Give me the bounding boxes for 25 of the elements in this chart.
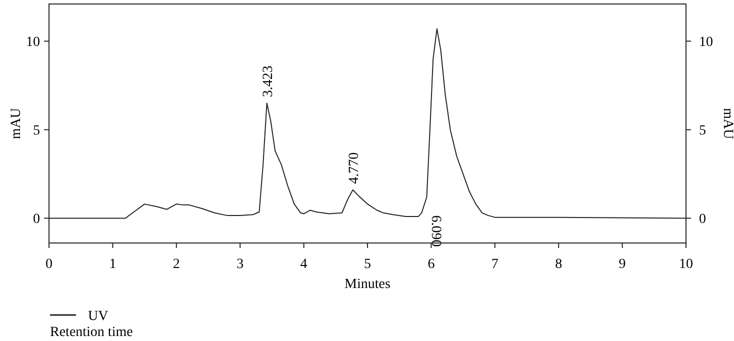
x-tick-label: 7 — [491, 257, 498, 272]
x-tick-label: 2 — [172, 257, 180, 272]
text: Retention time — [50, 325, 133, 340]
x-tick-label: 3 — [236, 257, 244, 272]
y2-tick-label: 0 — [699, 212, 706, 228]
y2-tick-label: 10 — [699, 35, 713, 50]
x-tick-label: 5 — [364, 257, 371, 272]
x-tick-label: 9 — [618, 257, 626, 272]
annotation: 3.423 — [261, 66, 276, 98]
y-tick-label: 5 — [33, 124, 40, 139]
annotation: 4.770 — [346, 152, 362, 184]
y-tick-label: 10 — [26, 35, 40, 50]
x-axis-title: Minutes — [344, 277, 390, 292]
y2-tick-label: 5 — [699, 124, 706, 139]
x-tick-label: 4 — [300, 257, 308, 272]
y2-axis-title: mAU — [720, 108, 734, 140]
x-tick-label: 0 — [46, 257, 52, 272]
x-tick-label: 6 — [428, 257, 435, 272]
annotation: 6.090 — [428, 215, 443, 247]
legend-label: UV — [88, 308, 108, 324]
y-tick-label: 0 — [33, 212, 40, 228]
x-tick-label: 1 — [109, 257, 116, 272]
x-tick-label: 10 — [679, 257, 693, 272]
x-tick-label: 8 — [555, 257, 562, 272]
y-axis-title: mAU — [9, 108, 24, 140]
